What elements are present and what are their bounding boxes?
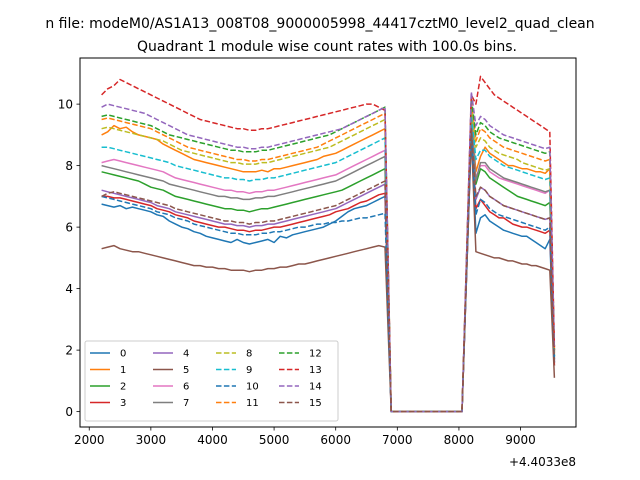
legend-label-14: 14 xyxy=(309,382,322,393)
legend-label-7: 7 xyxy=(183,398,189,409)
legend-box xyxy=(84,340,339,422)
series-line-9 xyxy=(101,109,556,413)
legend-label-1: 1 xyxy=(120,365,126,376)
chart-title: Quadrant 1 module wise count rates with … xyxy=(137,39,517,55)
series-line-0 xyxy=(101,124,556,413)
series-line-13 xyxy=(101,75,556,413)
y-axis: 0 2 4 6 8 10 xyxy=(58,98,80,419)
x-tick-label: 7000 xyxy=(382,433,413,447)
series-line-5 xyxy=(101,134,556,413)
series-line-1 xyxy=(101,112,556,413)
x-tick-label: 2000 xyxy=(74,433,105,447)
y-tick-label: 8 xyxy=(65,159,73,173)
x-offset-label: +4.4033e8 xyxy=(509,455,576,469)
series-line-6 xyxy=(101,121,556,413)
legend-label-0: 0 xyxy=(120,349,126,360)
legend-label-11: 11 xyxy=(246,398,259,409)
legend-label-12: 12 xyxy=(309,349,322,360)
series-line-14 xyxy=(101,91,556,413)
legend-label-9: 9 xyxy=(246,365,252,376)
y-tick-label: 6 xyxy=(65,221,73,235)
legend-label-15: 15 xyxy=(309,398,322,409)
x-tick-label: 6000 xyxy=(320,433,351,447)
series-line-11 xyxy=(101,100,556,413)
x-tick-label: 8000 xyxy=(444,433,475,447)
legend-label-4: 4 xyxy=(183,349,189,360)
series-line-3 xyxy=(101,127,556,413)
x-tick-label: 4000 xyxy=(197,433,228,447)
legend-label-2: 2 xyxy=(120,382,126,393)
series-line-7 xyxy=(101,115,556,413)
chart-suptitle: n file: modeM0/AS1A13_008T08_9000005998_… xyxy=(45,16,594,32)
legend-label-3: 3 xyxy=(120,398,126,409)
y-tick-label: 4 xyxy=(65,282,73,296)
series-line-10 xyxy=(101,131,556,413)
legend-label-13: 13 xyxy=(309,365,322,376)
legend-label-8: 8 xyxy=(246,349,252,360)
series-line-8 xyxy=(101,106,556,413)
series-line-12 xyxy=(101,97,556,413)
x-tick-label: 3000 xyxy=(136,433,167,447)
x-tick-label: 9000 xyxy=(505,433,536,447)
series-line-15 xyxy=(101,127,556,413)
legend-label-10: 10 xyxy=(246,382,259,393)
x-axis: 2000 3000 4000 5000 6000 7000 8000 9000 xyxy=(74,427,536,447)
axes-frame xyxy=(79,57,577,428)
series-line-2 xyxy=(101,118,556,413)
x-tick-label: 5000 xyxy=(259,433,290,447)
y-tick-label: 10 xyxy=(58,98,73,112)
legend-label-5: 5 xyxy=(183,365,189,376)
plot-lines xyxy=(101,75,556,413)
legend-label-6: 6 xyxy=(183,382,189,393)
y-tick-label: 0 xyxy=(65,405,73,419)
y-tick-label: 2 xyxy=(65,344,73,358)
